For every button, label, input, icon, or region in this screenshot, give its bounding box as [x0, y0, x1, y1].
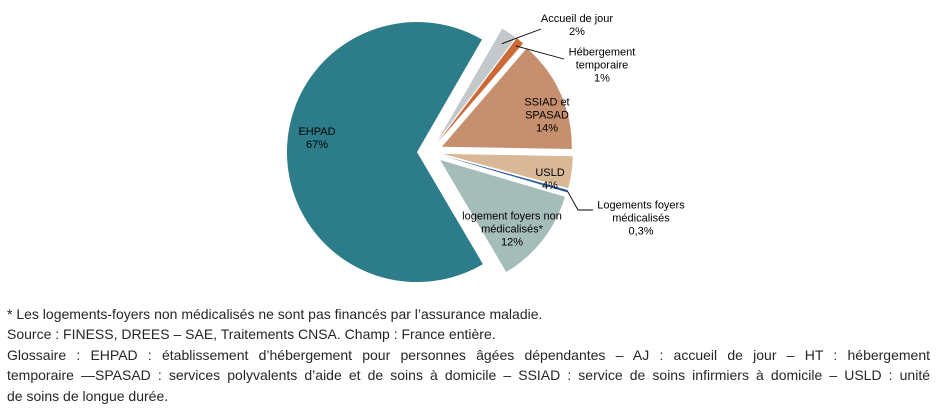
- pie-label-logement-foyers-non-medicalises: logement foyers non médicalisés* 12%: [459, 211, 565, 250]
- pie-label-value: 0,3%: [628, 225, 654, 238]
- footnote: * Les logements-foyers non médicalisés n…: [7, 306, 543, 322]
- pie-label-text: logement foyers non médicalisés*: [462, 210, 562, 236]
- pie-label-value: 4%: [542, 180, 558, 192]
- pie-slice-4: [442, 155, 568, 193]
- source-line: Source : FINESS, DREES – SAE, Traitement…: [7, 326, 496, 343]
- pie-slice-6: [286, 22, 483, 283]
- glossary-line-2: temporaire —SPASAD : services polyvalent…: [7, 367, 930, 384]
- pie-label-value: 12%: [500, 236, 524, 249]
- pie-label-ssiad-spasad: SSIAD et SPASAD 14%: [515, 97, 579, 136]
- pie-label-logements-foyers-medicalises: Logements foyers médicalisés 0,3%: [588, 200, 694, 239]
- pie-svg: [286, 22, 593, 283]
- pie-slice-5: [440, 160, 565, 272]
- pie-label-value: 14%: [535, 122, 559, 135]
- pie-callout-line-4: [567, 190, 593, 211]
- pie-label-text: EHPAD: [298, 126, 336, 138]
- pie-label-text: Hébergement temporaire: [568, 46, 636, 72]
- pie-callout-line-0: [501, 28, 542, 45]
- notes: * Les logements-foyers non médicalisés n…: [0, 302, 939, 406]
- pie-slice-1: [438, 38, 524, 142]
- pie-label-text: Logements foyers médicalisés: [597, 199, 685, 225]
- pie-label-value: 2%: [569, 26, 585, 38]
- pie-chart: Accueil de jour 2% Hébergement temporair…: [281, 13, 694, 283]
- pie-label-usld: USLD 4%: [522, 167, 578, 193]
- pie-label-text: USLD: [535, 167, 565, 179]
- pie-label-accueil-de-jour: Accueil de jour 2%: [530, 13, 625, 39]
- pie-slice-0: [437, 28, 516, 142]
- pie-slice-3: [442, 153, 573, 189]
- pie-slice-2: [441, 48, 572, 150]
- pie-callout-line-1: [515, 45, 565, 60]
- pie-label-ehpad: EHPAD 67%: [281, 126, 353, 152]
- pie-label-value: 1%: [594, 72, 610, 85]
- pie-label-text: SSIAD et SPASAD: [524, 96, 570, 122]
- pie-label-text: Accueil de jour: [540, 13, 614, 25]
- glossary-line-3: de soins de longue durée.: [7, 387, 169, 404]
- pie-label-hebergement-temporaire: Hébergement temporaire 1%: [559, 47, 645, 86]
- glossary-line-1: Glossaire : EHPAD : établissement d’hébe…: [7, 346, 930, 363]
- pie-label-value: 67%: [305, 139, 329, 151]
